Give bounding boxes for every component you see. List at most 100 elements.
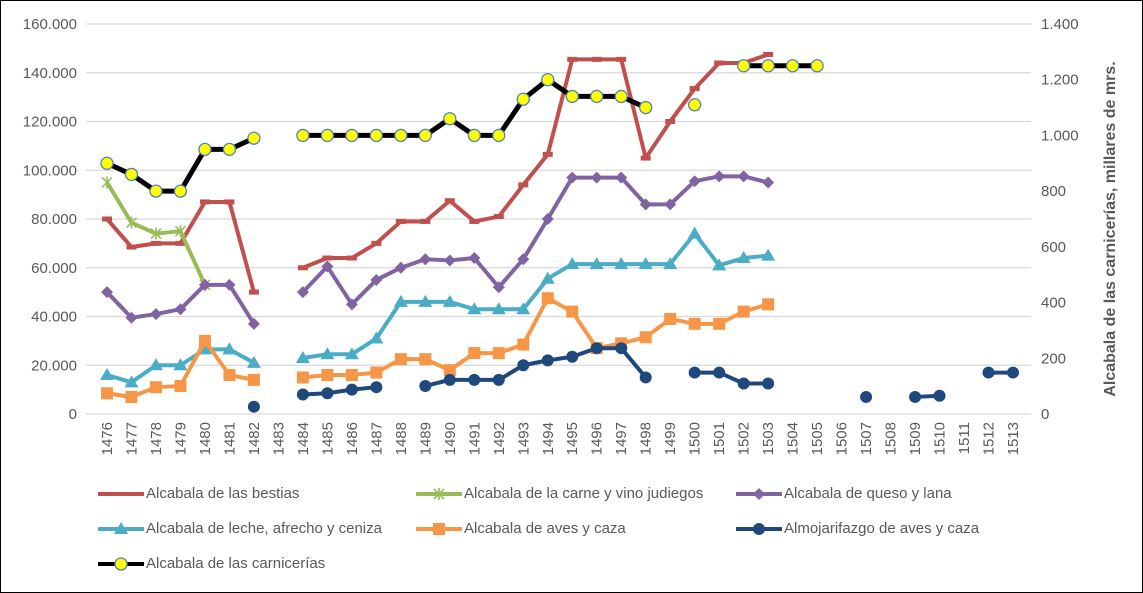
marker-dash [591, 56, 602, 62]
x-tick-label: 1511 [956, 422, 973, 454]
marker-square [737, 305, 750, 318]
legend-swatch [736, 487, 782, 500]
x-tick-label: 1477 [123, 422, 140, 455]
series-3 [101, 170, 775, 330]
x-tick-label: 1476 [99, 422, 116, 455]
marker-triangle [100, 368, 114, 380]
legend-item: Alcabala de queso y lana [736, 485, 952, 502]
marker-square [664, 312, 677, 325]
marker-triangle [222, 342, 237, 355]
marker-dash [175, 240, 186, 246]
legend-swatch [416, 522, 462, 535]
marker-triangle [687, 226, 702, 239]
legend-swatch [98, 556, 144, 571]
marker-square [223, 369, 236, 381]
marker-dash [542, 151, 553, 157]
marker-circle [296, 388, 309, 401]
marker-circle [541, 354, 554, 367]
marker-star [150, 227, 162, 240]
marker-square [517, 338, 530, 351]
marker-triangle [663, 257, 678, 270]
marker-yellow-circle [761, 59, 775, 73]
marker-square [198, 334, 211, 347]
marker-dash [763, 51, 774, 57]
x-tick-label: 1506 [834, 422, 851, 455]
x-tick-label: 1502 [736, 422, 753, 455]
x-tick-label: 1497 [613, 422, 630, 455]
marker-square [370, 366, 383, 379]
marker-triangle [589, 257, 604, 270]
legend-swatch [98, 521, 144, 534]
x-tick-label: 1496 [589, 422, 606, 455]
marker-circle [247, 400, 260, 413]
marker-circle [1007, 366, 1019, 379]
x-tick-label: 1478 [148, 422, 165, 455]
marker-circle [370, 381, 383, 394]
marker-dash [518, 182, 529, 188]
marker-square [688, 317, 701, 330]
marker-square [433, 522, 445, 535]
marker-star [125, 216, 138, 229]
legend-label: Alcabala de aves y caza [464, 520, 626, 537]
gridlines [86, 23, 1031, 415]
marker-dash [248, 289, 259, 295]
x-tick-label: 1503 [760, 422, 777, 455]
marker-circle [492, 373, 505, 386]
marker-triangle [148, 358, 163, 371]
x-tick-label: 1487 [368, 422, 385, 455]
legend-label: Almojarifazgo de aves y caza [784, 520, 980, 537]
marker-triangle [491, 302, 506, 315]
series-line [302, 77, 647, 138]
marker-yellow-circle [198, 142, 212, 157]
marker-triangle [467, 302, 482, 315]
marker-yellow-circle [785, 59, 800, 73]
x-tick-label: 1507 [858, 422, 875, 455]
marker-square [345, 369, 358, 381]
y-tick-label: 60.000 [31, 260, 77, 277]
marker-square [762, 298, 775, 311]
series-1 [102, 51, 774, 295]
marker-circle [443, 373, 456, 386]
marker-triangle [442, 294, 457, 307]
y-tick-label: 120.000 [23, 114, 77, 131]
marker-square [492, 347, 505, 360]
marker-yellow-circle [394, 128, 408, 143]
y2-tick-label: 0 [1041, 406, 1049, 423]
legend-label: Alcabala de queso y lana [784, 485, 952, 502]
legend-swatch [416, 487, 462, 500]
marker-triangle [516, 302, 531, 315]
y-tick-label: 140.000 [23, 65, 77, 82]
x-tick-label: 1479 [172, 422, 189, 455]
y-tick-label: 100.000 [23, 162, 77, 179]
marker-yellow-circle [614, 89, 628, 104]
marker-dash [199, 199, 210, 205]
marker-dash [150, 240, 161, 246]
marker-triangle [246, 355, 261, 368]
legend-swatch [736, 522, 782, 535]
marker-diamond [590, 171, 603, 184]
legend-item: Almojarifazgo de aves y caza [736, 520, 979, 537]
x-tick-label: 1480 [197, 422, 214, 455]
y-tick-label: 0 [69, 406, 77, 423]
marker-yellow-circle [443, 112, 457, 126]
marker-yellow-circle [492, 128, 506, 143]
marker-dash [322, 255, 333, 261]
marker-diamond [664, 198, 677, 211]
marker-star [174, 225, 187, 238]
marker-circle [566, 350, 579, 363]
marker-triangle [638, 257, 653, 270]
x-axis: 1476 1477 1478 1479 1480 1481 1482 1483 1484 1485… [99, 422, 1022, 455]
marker-yellow-circle [516, 92, 530, 106]
legend-label: Alcabala de las carnicerías [146, 555, 326, 572]
x-tick-label: 1484 [295, 422, 312, 455]
x-tick-label: 1498 [638, 422, 655, 455]
marker-triangle [393, 294, 408, 307]
marker-circle [321, 387, 334, 400]
marker-circle [860, 390, 873, 403]
marker-circle [753, 522, 765, 535]
x-tick-label: 1489 [417, 422, 434, 455]
marker-yellow-circle [149, 184, 163, 198]
marker-dash [297, 265, 308, 271]
series-6 [247, 342, 1019, 413]
marker-square [247, 373, 260, 386]
